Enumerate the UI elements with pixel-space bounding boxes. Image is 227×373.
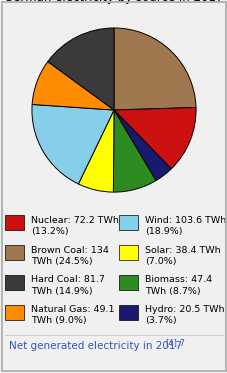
Wedge shape: [113, 110, 155, 192]
Text: Solar: 38.4 TWh
(7.0%): Solar: 38.4 TWh (7.0%): [144, 246, 220, 266]
Wedge shape: [32, 62, 114, 110]
Bar: [118, 305, 137, 320]
Title: German electricity by source in 2017: German electricity by source in 2017: [4, 0, 223, 3]
Text: Hard Coal: 81.7
TWh (14.9%): Hard Coal: 81.7 TWh (14.9%): [31, 275, 104, 295]
Text: Wind: 103.6 TWh
(18.9%): Wind: 103.6 TWh (18.9%): [144, 216, 225, 236]
Text: Hydro: 20.5 TWh
(3.7%): Hydro: 20.5 TWh (3.7%): [144, 305, 223, 325]
Bar: [5, 215, 24, 231]
Bar: [5, 245, 24, 260]
Wedge shape: [114, 28, 195, 110]
Wedge shape: [78, 110, 114, 192]
Bar: [118, 275, 137, 290]
Bar: [118, 245, 137, 260]
Text: Nuclear: 72.2 TWh
(13.2%): Nuclear: 72.2 TWh (13.2%): [31, 216, 118, 236]
Text: [4]:7: [4]:7: [165, 338, 185, 347]
Text: Natural Gas: 49.1
TWh (9.0%): Natural Gas: 49.1 TWh (9.0%): [31, 305, 114, 325]
Bar: [118, 215, 137, 231]
Wedge shape: [48, 28, 114, 110]
Wedge shape: [32, 104, 114, 184]
Text: Brown Coal: 134
TWh (24.5%): Brown Coal: 134 TWh (24.5%): [31, 246, 108, 266]
Wedge shape: [114, 110, 170, 181]
Bar: [5, 305, 24, 320]
Text: Biomass: 47.4
TWh (8.7%): Biomass: 47.4 TWh (8.7%): [144, 275, 211, 295]
Text: Net generated electricity in 2017: Net generated electricity in 2017: [9, 341, 181, 351]
Wedge shape: [114, 107, 195, 169]
Bar: [5, 275, 24, 290]
